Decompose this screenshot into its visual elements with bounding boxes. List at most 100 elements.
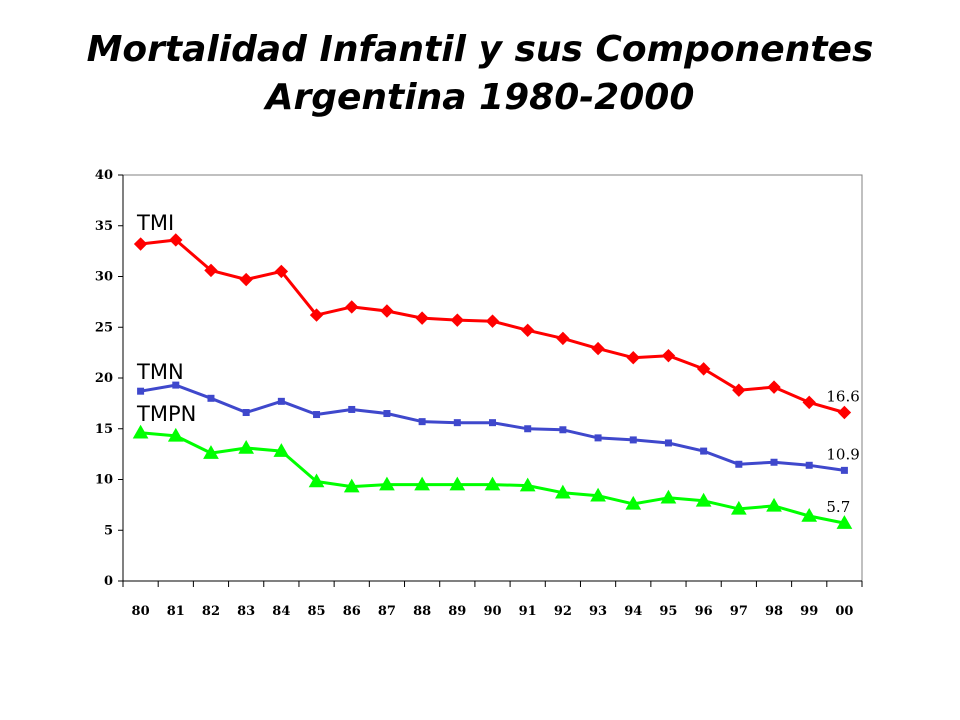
data-point-tmpn [343,478,360,493]
y-tick-label: 35 [95,219,113,234]
y-tick-label: 40 [95,168,113,183]
data-point-tmn [172,381,180,389]
data-point-tmpn [836,515,853,529]
data-point-tmn [735,460,743,468]
data-point-tmpn [590,487,606,502]
data-point-tmpn [308,473,325,488]
data-point-tmpn [449,476,466,491]
y-tick-label: 15 [95,422,113,437]
x-tick-label: 86 [343,604,361,619]
series-line-tmn [140,383,845,472]
data-point-tmn [418,418,426,426]
data-point-tmn [313,411,321,419]
data-point-tmpn [132,424,149,439]
x-tick-label: 95 [659,604,677,619]
data-point-tmi [204,263,218,278]
y-tick-label: 20 [95,371,113,386]
x-tick-label: 85 [308,604,326,619]
data-point-tmi [450,313,465,327]
x-tick-label: 96 [695,604,713,619]
x-tick-label: 87 [378,604,396,619]
end-value-label-tmn: 10.9 [826,445,859,463]
data-point-tmn [840,466,848,474]
series-tmn [137,381,848,474]
series-tmpn [132,424,853,529]
y-tick-label: 0 [104,574,113,589]
x-tick-label: 92 [554,604,572,619]
data-point-tmn [770,458,778,466]
data-point-tmi [802,395,816,410]
x-tick-label: 98 [765,604,783,619]
data-point-tmi [661,348,676,363]
x-tick-label: 80 [132,604,150,619]
data-point-tmn [629,436,637,444]
end-value-label-tmi: 16.6 [826,388,859,406]
data-point-tmi [732,383,746,397]
data-point-tmi [169,233,183,247]
data-point-tmi [485,314,500,328]
data-point-tmi [591,341,605,356]
data-point-tmpn [801,508,818,522]
data-point-tmn [383,410,391,418]
x-tick-label: 94 [624,604,642,619]
series-label-tmi: TMI [136,211,174,235]
data-point-tmpn [519,477,536,492]
x-tick-label: 99 [800,604,818,619]
chart-axes: 0 5 10 15 20 25 30 35 40 80 81 82 83 84 85 86 87 88 89 90 91… [95,168,863,619]
x-tick-label: 89 [448,604,466,619]
x-tick-label: 91 [519,604,537,619]
data-point-tmpn [766,497,782,512]
plot-area-frame [122,174,863,582]
y-tick-label: 25 [95,320,113,335]
data-point-tmn [489,419,496,427]
x-tick-label: 00 [835,604,853,619]
data-point-tmn [700,447,708,455]
chart-labels-group: TMI 16.6 TMN 10.9 TMPN 5.7 [136,211,860,516]
data-point-tmn [594,434,602,442]
data-point-tmn [277,397,285,405]
data-point-tmpn [625,495,642,510]
data-point-tmi [345,300,359,314]
data-point-tmpn [238,440,255,454]
data-point-tmi [626,350,640,365]
series-label-tmpn: TMPN [136,402,196,426]
data-point-tmpn [379,476,395,491]
data-point-tmi [520,323,535,338]
data-point-tmpn [660,489,677,504]
data-point-tmn [664,439,672,447]
x-tick-label: 83 [237,604,255,619]
data-point-tmpn [273,443,290,457]
x-tick-label: 81 [167,604,185,619]
series-label-tmn: TMN [136,360,184,384]
x-tick-label: 82 [202,604,220,619]
end-value-label-tmpn: 5.7 [826,498,850,516]
data-point-tmn [453,419,461,427]
x-tick-label: 90 [483,604,501,619]
data-point-tmpn [555,484,571,499]
data-point-tmpn [484,476,501,491]
data-point-tmi [133,237,148,251]
data-point-tmn [207,394,215,402]
data-point-tmpn [203,445,219,459]
x-tick-label: 88 [413,604,431,619]
data-point-tmi [556,331,570,346]
data-point-tmn [137,387,145,395]
data-point-tmi [696,362,711,376]
chart-title-line-2: Argentina 1980-2000 [265,77,695,118]
data-point-tmn [524,425,532,433]
data-point-tmi [274,264,289,279]
y-tick-label: 10 [95,473,113,488]
chart-series-group [132,233,853,529]
x-tick-label: 84 [272,604,290,619]
series-tmi [133,233,852,420]
y-tick-label: 30 [95,270,113,285]
data-point-tmi [767,380,781,394]
x-tick-label: 97 [730,604,748,619]
x-tick-label: 93 [589,604,607,619]
y-tick-label: 5 [104,523,113,538]
data-point-tmi [415,311,429,325]
data-point-tmpn [167,427,184,442]
data-point-tmi [309,308,324,322]
data-point-tmn [805,461,813,469]
